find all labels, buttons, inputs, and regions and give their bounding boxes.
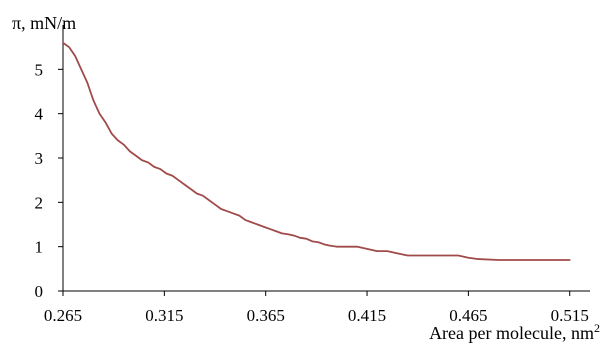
y-tick-label: 0: [35, 282, 44, 301]
x-axis-title-text: Area per molecule, nm: [429, 323, 594, 343]
x-tick-label: 0.265: [44, 306, 82, 325]
y-tick-label: 2: [35, 193, 44, 212]
series-line: [62, 41, 571, 261]
x-tick-labels: 0.265 0.315 0.365 0.415 0.465 0.515: [44, 306, 589, 325]
y-tick-label: 5: [35, 60, 44, 79]
x-axis-title: Area per molecule, nm2: [429, 321, 600, 343]
y-axis-title: π, mN/m: [12, 13, 76, 33]
x-tick-label: 0.415: [348, 306, 386, 325]
y-tick-labels: 0 1 2 3 4 5: [35, 60, 44, 301]
x-tick-label: 0.465: [449, 306, 487, 325]
x-axis-title-superscript: 2: [594, 321, 600, 335]
x-tick-label: 0.515: [551, 306, 589, 325]
y-tick-label: 3: [35, 149, 44, 168]
x-tick-marks: [62, 291, 571, 296]
y-tick-marks: [58, 68, 63, 292]
y-tick-label: 1: [35, 238, 44, 257]
x-tick-label: 0.315: [145, 306, 183, 325]
y-tick-label: 4: [35, 105, 44, 124]
x-tick-label: 0.365: [247, 306, 285, 325]
